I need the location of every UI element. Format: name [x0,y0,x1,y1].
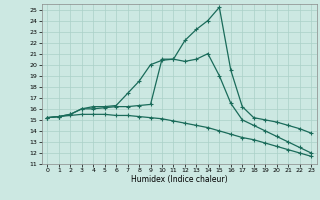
X-axis label: Humidex (Indice chaleur): Humidex (Indice chaleur) [131,175,228,184]
